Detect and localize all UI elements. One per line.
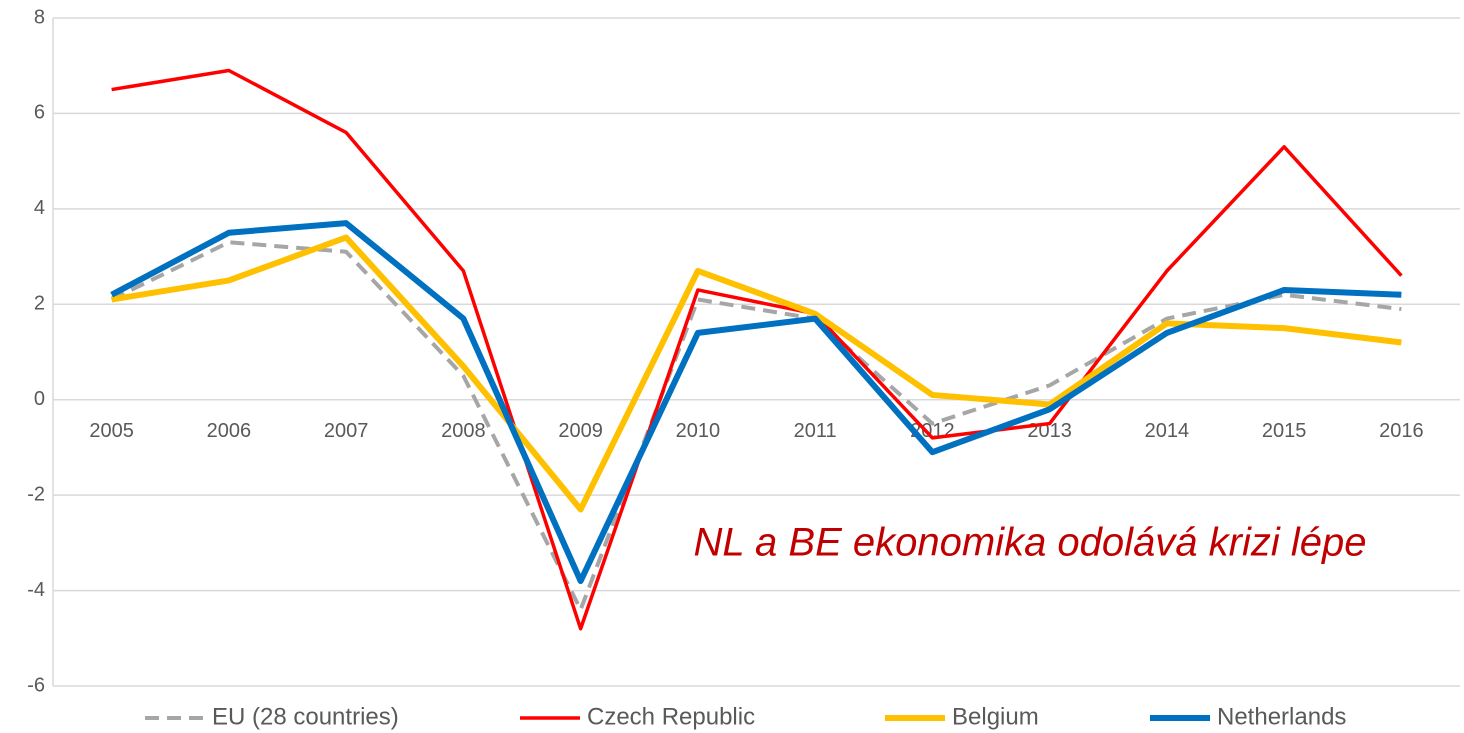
annotation: NL a BE ekonomika odolává krizi lépe bbox=[694, 521, 1367, 565]
x-tick-label: 2006 bbox=[207, 420, 252, 442]
y-tick-label: 8 bbox=[34, 6, 45, 28]
x-tick-label: 2009 bbox=[558, 420, 603, 442]
x-tick-label: 2007 bbox=[324, 420, 369, 442]
legend-item: Belgium bbox=[885, 703, 1039, 730]
legend-item: Netherlands bbox=[1150, 703, 1346, 730]
x-tick-label: 2015 bbox=[1262, 420, 1307, 442]
series-line bbox=[110, 220, 1402, 585]
y-tick-label: 4 bbox=[34, 197, 45, 219]
y-tick-label: 0 bbox=[34, 388, 45, 410]
series-line bbox=[111, 68, 1403, 631]
x-tick-label: 2016 bbox=[1379, 420, 1424, 442]
x-tick-label: 2008 bbox=[441, 420, 486, 442]
y-tick-label: -4 bbox=[27, 579, 45, 601]
y-tick-label: 2 bbox=[34, 293, 45, 315]
series-line bbox=[110, 240, 1402, 612]
y-tick-label: -6 bbox=[27, 674, 45, 696]
x-tick-label: 2005 bbox=[89, 420, 134, 442]
x-tick-label: 2014 bbox=[1145, 420, 1190, 442]
y-tick-label: 6 bbox=[34, 102, 45, 124]
x-tick-label: 2010 bbox=[676, 420, 721, 442]
legend-item: EU (28 countries) bbox=[145, 703, 399, 730]
legend-item: Czech Republic bbox=[520, 703, 755, 730]
legend-label: Belgium bbox=[952, 703, 1039, 730]
x-tick-label: 2011 bbox=[794, 420, 837, 442]
y-tick-label: -2 bbox=[27, 483, 45, 505]
legend-label: EU (28 countries) bbox=[212, 703, 399, 730]
legend-label: Czech Republic bbox=[587, 703, 755, 730]
series-line bbox=[111, 234, 1402, 513]
legend-label: Netherlands bbox=[1217, 703, 1346, 730]
